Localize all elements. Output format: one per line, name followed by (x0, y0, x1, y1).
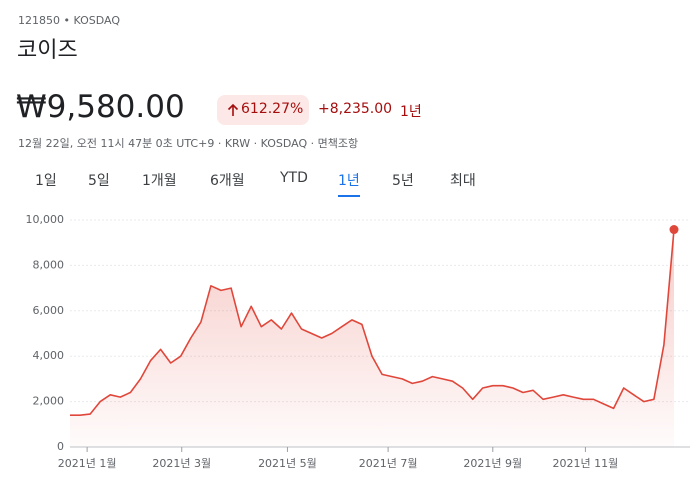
y-tick-label: 10,000 (26, 213, 65, 226)
range-tab[interactable]: YTD (280, 170, 308, 186)
y-tick-label: 8,000 (33, 258, 65, 271)
price-line (70, 229, 675, 416)
x-tick-label: 2021년 7월 (359, 457, 418, 470)
range-tab[interactable]: 5일 (88, 173, 110, 189)
y-tick-label: 4,000 (33, 349, 65, 362)
range-tab[interactable]: 5년 (392, 173, 414, 189)
price: ₩9,580.00 (16, 89, 185, 125)
area (70, 229, 674, 447)
subtitle: 12월 22일, 오전 11시 47분 0초 UTC+9 · KRW · KOS… (18, 137, 359, 150)
range-tab[interactable]: 1개월 (142, 173, 177, 189)
change-percent: 612.27% (241, 101, 304, 117)
y-tick-label: 2,000 (33, 395, 65, 408)
last-point (669, 225, 679, 235)
range-tab[interactable]: 최대 (450, 173, 476, 189)
range-tabs: 1일 5일 1개월 6개월 YTD 1년 5년 최대 (0, 168, 700, 198)
range-tab[interactable]: 6개월 (210, 173, 245, 189)
change-period: 1년 (400, 104, 422, 120)
change-absolute: +8,235.00 (318, 101, 393, 117)
range-tab[interactable]: 1년 (338, 170, 360, 197)
stock-name: 코이즈 (17, 38, 78, 63)
y-tick-label: 6,000 (33, 304, 65, 317)
x-tick-label: 2021년 5월 (258, 457, 317, 470)
range-tab[interactable]: 1일 (35, 173, 57, 189)
x-tick-label: 2021년 11월 (553, 457, 619, 470)
change-badge (217, 95, 309, 125)
x-tick-label: 2021년 9월 (463, 457, 522, 470)
x-tick-label: 2021년 1월 (58, 457, 117, 470)
chart: 0 2,000 4,000 6,000 8,000 10,000 2021년 1월 2021년… (26, 213, 690, 470)
x-tick-label: 2021년 3월 (152, 457, 211, 470)
up-arrow (227, 103, 239, 116)
y-tick-label: 0 (57, 440, 64, 453)
ticker: 121850 • KOSDAQ (18, 14, 120, 27)
